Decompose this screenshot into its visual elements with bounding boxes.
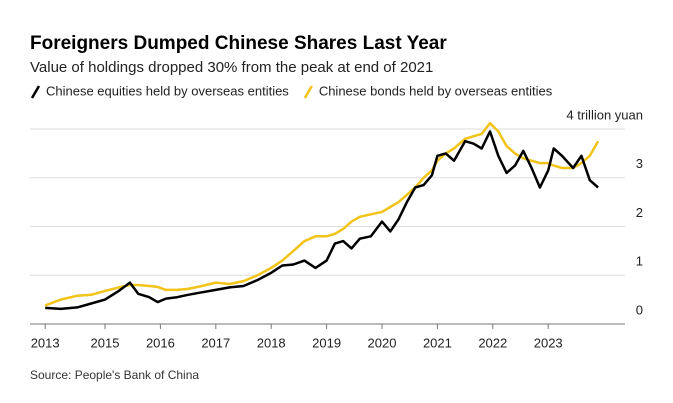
x-tick-label: 2018 [257, 335, 286, 350]
legend-label: Chinese bonds held by overseas entities [319, 83, 553, 98]
chart-title: Foreigners Dumped Chinese Shares Last Ye… [30, 33, 447, 54]
legend-swatch [30, 85, 41, 99]
legend-label: Chinese equities held by overseas entiti… [46, 83, 289, 98]
series-line [44, 121, 600, 307]
legend-swatch [303, 85, 313, 99]
x-tick-label: 2017 [201, 335, 230, 350]
y-tick-label: 4 trillion yuan [566, 107, 643, 122]
x-tick-label: 2023 [534, 335, 563, 350]
y-tick-label: 1 [636, 254, 643, 269]
y-tick-label: 2 [636, 205, 643, 220]
x-tick-label: 2013 [31, 335, 60, 350]
y-tick-label: 3 [636, 156, 643, 171]
x-tick-label: 2022 [478, 335, 507, 350]
series-line [45, 130, 599, 311]
x-tick-label: 2021 [423, 335, 452, 350]
chart-subtitle: Value of holdings dropped 30% from the p… [30, 59, 433, 76]
x-tick-label: 2015 [91, 335, 120, 350]
x-tick-label: 2020 [368, 335, 397, 350]
x-tick-label: 2016 [146, 335, 175, 350]
source: Source: People's Bank of China [30, 368, 199, 382]
y-tick-label: 0 [636, 302, 643, 317]
x-tick-label: 2019 [312, 335, 341, 350]
